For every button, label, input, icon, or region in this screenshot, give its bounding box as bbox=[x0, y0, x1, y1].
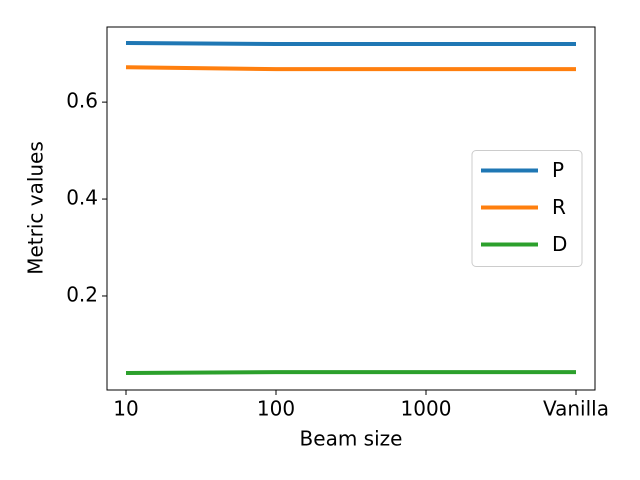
line-series bbox=[125, 370, 576, 376]
x-tick-label: Vanilla bbox=[543, 397, 609, 421]
y-axis-label: Metric values bbox=[24, 141, 48, 275]
x-tick-label: 10 bbox=[113, 397, 138, 421]
x-tick-label: 100 bbox=[257, 397, 295, 421]
y-tick-label: 0.6 bbox=[66, 89, 98, 113]
y-tick-label: 0.4 bbox=[66, 186, 98, 210]
legend-label: R bbox=[552, 195, 566, 219]
x-axis-label: Beam size bbox=[300, 427, 403, 451]
legend-label: D bbox=[552, 232, 567, 256]
legend-label: P bbox=[552, 158, 564, 182]
plot-frame bbox=[106, 26, 596, 391]
x-tick-label: 1000 bbox=[401, 397, 452, 421]
y-tick-label: 0.2 bbox=[66, 282, 98, 306]
line-series bbox=[125, 40, 576, 46]
line-series bbox=[125, 65, 576, 72]
